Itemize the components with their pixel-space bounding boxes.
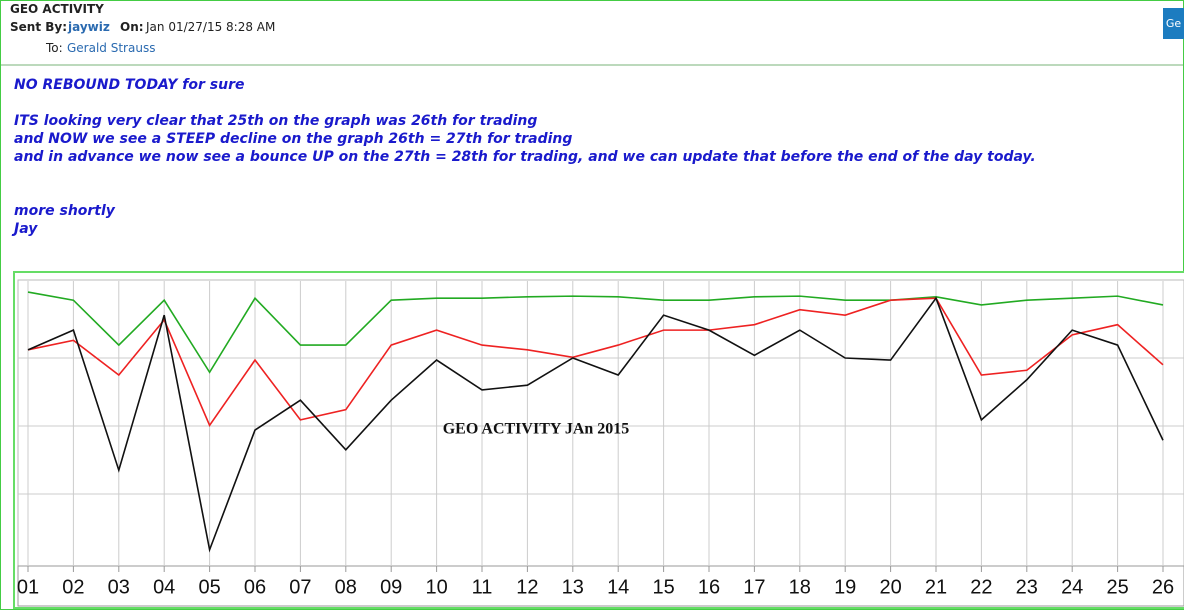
x-tick-label: 04 bbox=[153, 576, 175, 598]
x-tick-label: 17 bbox=[743, 576, 765, 598]
x-tick-label: 15 bbox=[652, 576, 674, 598]
x-tick-label: 06 bbox=[244, 576, 266, 598]
body-line: ITS looking very clear that 25th on the … bbox=[14, 113, 538, 129]
x-tick-label: 03 bbox=[108, 576, 130, 598]
x-tick-label: 19 bbox=[834, 576, 856, 598]
x-tick-label: 26 bbox=[1152, 576, 1174, 598]
x-tick-label: 07 bbox=[289, 576, 311, 598]
body-line: more shortly bbox=[14, 203, 115, 219]
x-tick-label: 02 bbox=[62, 576, 84, 598]
x-tick-label: 10 bbox=[425, 576, 447, 598]
series-line bbox=[27, 291, 1164, 374]
to-label: To: bbox=[46, 41, 63, 55]
x-axis-strip bbox=[17, 565, 1184, 607]
body-line: and in advance we now see a bounce UP on… bbox=[14, 149, 1036, 165]
x-tick-label: 12 bbox=[516, 576, 538, 598]
x-tick-label: 20 bbox=[879, 576, 901, 598]
series-line bbox=[27, 297, 1164, 427]
x-tick-label: 23 bbox=[1016, 576, 1038, 598]
body-line: NO REBOUND TODAY for sure bbox=[14, 77, 245, 93]
x-tick-label: 22 bbox=[970, 576, 992, 598]
sender[interactable]: jaywiz bbox=[68, 20, 110, 34]
x-tick-label: 24 bbox=[1061, 576, 1083, 598]
x-tick-label: 18 bbox=[789, 576, 811, 598]
plot-area bbox=[17, 279, 1184, 567]
button[interactable]: Ge bbox=[1163, 8, 1184, 39]
x-tick-label: 01 bbox=[17, 576, 39, 598]
x-tick-label: 21 bbox=[925, 576, 947, 598]
x-tick-label: 14 bbox=[607, 576, 629, 598]
subject: GEO ACTIVITY bbox=[10, 2, 104, 16]
x-tick-label: 13 bbox=[562, 576, 584, 598]
body-line: and NOW we see a STEEP decline on the gr… bbox=[14, 131, 573, 147]
date: Jan 01/27/15 8:28 AM bbox=[146, 20, 276, 34]
x-tick-label: 05 bbox=[198, 576, 220, 598]
separator bbox=[1, 64, 1183, 66]
x-tick-label: 08 bbox=[335, 576, 357, 598]
recipient[interactable]: Gerald Strauss bbox=[67, 41, 156, 55]
chart-title: GEO ACTIVITY JAn 2015 bbox=[443, 421, 630, 438]
x-tick-label: 11 bbox=[472, 576, 493, 598]
on-label: On: bbox=[120, 20, 144, 34]
series-line bbox=[27, 296, 1164, 553]
x-tick-label: 25 bbox=[1106, 576, 1128, 598]
x-tick-label: 09 bbox=[380, 576, 402, 598]
body-line: Jay bbox=[14, 221, 38, 237]
sent-by-label: Sent By: bbox=[10, 20, 68, 34]
x-tick-label: 16 bbox=[698, 576, 720, 598]
